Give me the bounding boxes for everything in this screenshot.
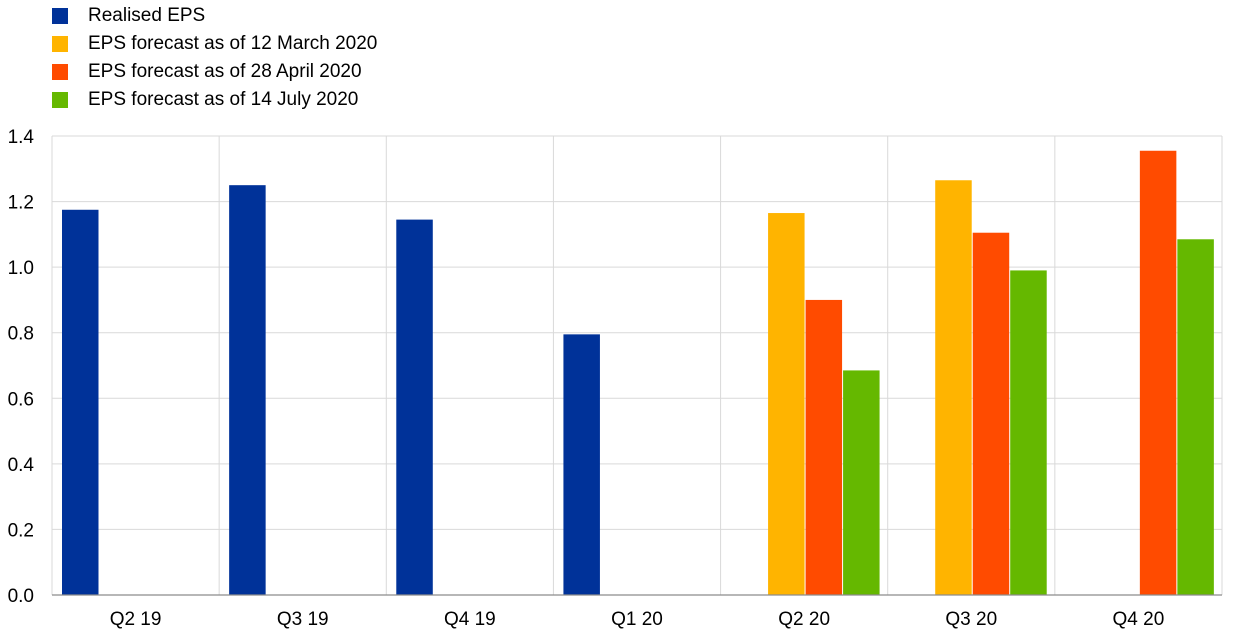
legend-label: Realised EPS (88, 5, 206, 26)
bar (1177, 239, 1214, 595)
x-tick-label: Q4 20 (1113, 609, 1165, 630)
y-tick-label: 0.8 (8, 324, 34, 345)
legend-swatch-realised-eps (52, 8, 68, 24)
legend-item-realised-eps: Realised EPS (52, 2, 377, 30)
x-tick-label: Q3 20 (945, 609, 997, 630)
bar (1139, 150, 1177, 595)
bar (396, 219, 433, 595)
legend-swatch-forecast-march (52, 36, 68, 52)
x-tick-label: Q1 20 (611, 609, 663, 630)
chart-legend: Realised EPS EPS forecast as of 12 March… (52, 2, 377, 114)
y-tick-label: 1.0 (8, 258, 34, 279)
y-tick-label: 0.2 (8, 520, 34, 541)
x-tick-label: Q3 19 (277, 609, 329, 630)
legend-label: EPS forecast as of 12 March 2020 (88, 33, 378, 54)
y-tick-label: 0.6 (8, 389, 34, 410)
y-tick-label: 0.0 (8, 586, 34, 607)
legend-label: EPS forecast as of 28 April 2020 (88, 61, 362, 82)
bar (843, 370, 880, 595)
bar (229, 185, 266, 595)
bar (972, 232, 1010, 596)
legend-label: EPS forecast as of 14 July 2020 (88, 89, 359, 110)
y-tick-label: 1.2 (8, 193, 34, 214)
bar (805, 299, 843, 595)
y-tick-label: 1.4 (8, 127, 35, 148)
y-tick-label: 0.4 (8, 455, 35, 476)
legend-item-forecast-april: EPS forecast as of 28 April 2020 (52, 58, 377, 86)
x-tick-label: Q4 19 (444, 609, 496, 630)
legend-swatch-forecast-july (52, 92, 68, 108)
legend-item-forecast-march: EPS forecast as of 12 March 2020 (52, 30, 377, 58)
bar (935, 180, 972, 595)
bars-layer (62, 150, 1214, 596)
bar (62, 209, 99, 595)
legend-item-forecast-july: EPS forecast as of 14 July 2020 (52, 86, 377, 114)
axes-layer: 0.0 0.2 0.4 0.6 0.8 1.0 1.2 1.4 Q2 19 Q3 19 Q4 19 Q… (8, 127, 1222, 630)
bar (563, 334, 600, 595)
x-tick-label: Q2 19 (110, 609, 162, 630)
bar (1010, 270, 1047, 595)
bar (768, 213, 805, 595)
legend-swatch-forecast-april (52, 64, 68, 80)
x-tick-label: Q2 20 (778, 609, 830, 630)
